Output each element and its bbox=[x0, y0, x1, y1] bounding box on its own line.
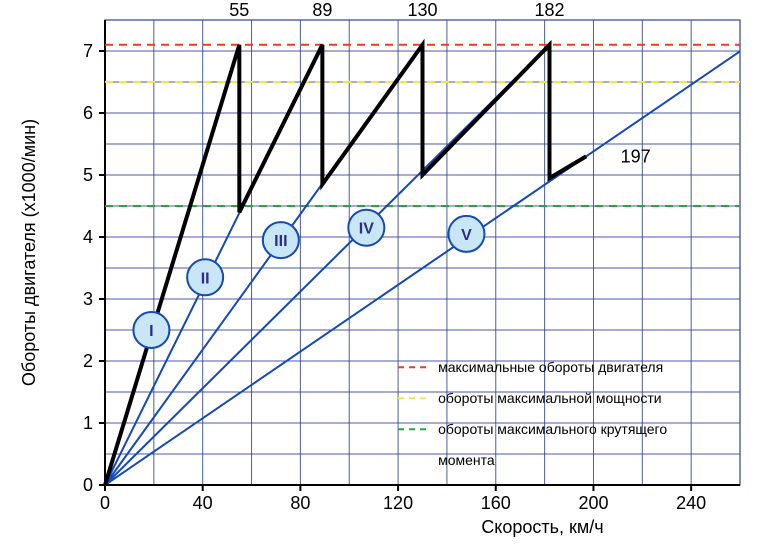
svg-text:V: V bbox=[461, 227, 472, 244]
svg-text:7: 7 bbox=[83, 41, 93, 61]
svg-text:1: 1 bbox=[83, 413, 93, 433]
svg-text:120: 120 bbox=[383, 493, 413, 513]
svg-text:обороты максимального крутящег: обороты максимального крутящего bbox=[438, 421, 667, 437]
svg-text:0: 0 bbox=[100, 493, 110, 513]
svg-text:55: 55 bbox=[229, 0, 249, 20]
svg-text:89: 89 bbox=[312, 0, 332, 20]
svg-text:6: 6 bbox=[83, 103, 93, 123]
svg-text:I: I bbox=[149, 323, 153, 340]
svg-text:Скорость, км/ч: Скорость, км/ч bbox=[481, 517, 603, 537]
svg-text:III: III bbox=[274, 233, 287, 250]
svg-text:160: 160 bbox=[481, 493, 511, 513]
svg-text:2: 2 bbox=[83, 351, 93, 371]
svg-text:197: 197 bbox=[621, 146, 651, 166]
svg-text:обороты максимальной мощности: обороты максимальной мощности bbox=[438, 390, 662, 406]
svg-text:40: 40 bbox=[193, 493, 213, 513]
svg-text:240: 240 bbox=[676, 493, 706, 513]
svg-text:80: 80 bbox=[290, 493, 310, 513]
svg-text:IV: IV bbox=[359, 221, 374, 238]
svg-text:максимальные обороты двигателя: максимальные обороты двигателя bbox=[438, 359, 663, 375]
chart-svg: 0 40 80 120 160 200 240 0 1 2 3 4 5 6 7 Скорость, км/ч О… bbox=[0, 0, 770, 550]
svg-text:5: 5 bbox=[83, 165, 93, 185]
svg-text:Обороты двигателя (x1000/мин): Обороты двигателя (x1000/мин) bbox=[19, 119, 39, 386]
svg-text:130: 130 bbox=[407, 0, 437, 20]
svg-text:4: 4 bbox=[83, 227, 93, 247]
svg-text:0: 0 bbox=[83, 475, 93, 495]
svg-text:момента: момента bbox=[438, 452, 495, 468]
svg-text:II: II bbox=[201, 270, 210, 287]
svg-text:200: 200 bbox=[578, 493, 608, 513]
svg-text:3: 3 bbox=[83, 289, 93, 309]
gear-chart: Скорость, км/ч Обороты двигателя (x1000/… bbox=[0, 0, 770, 550]
svg-text:182: 182 bbox=[534, 0, 564, 20]
